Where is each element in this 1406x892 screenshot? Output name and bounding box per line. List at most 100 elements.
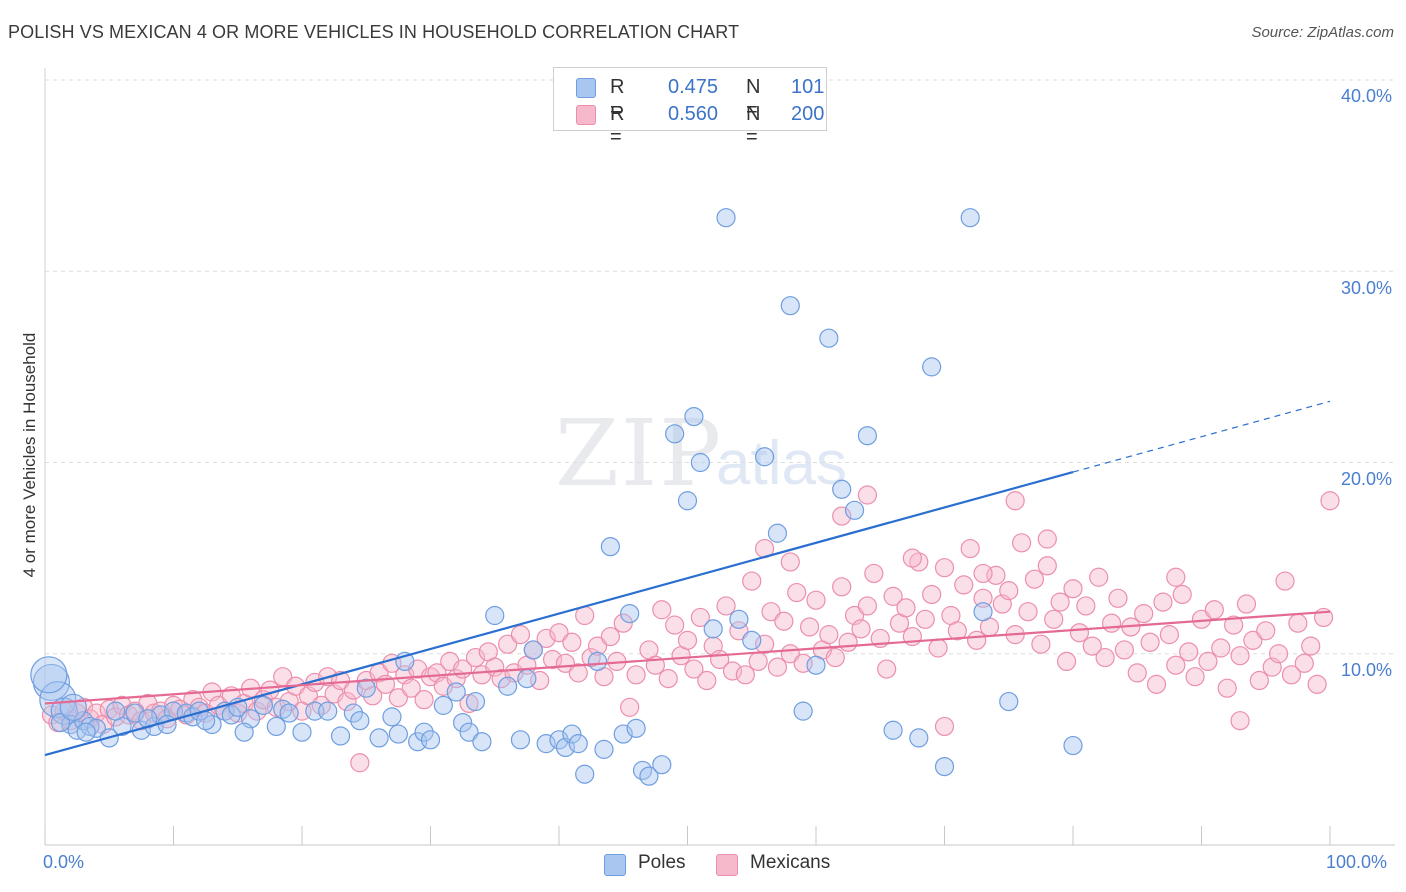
mexicans-point [684, 659, 704, 679]
poles-point [369, 728, 389, 748]
poles-point [30, 656, 68, 694]
mexicans-point [1101, 613, 1122, 633]
mexicans-point [1089, 567, 1109, 587]
mexicans-point [877, 659, 897, 679]
mexicans-point [1044, 609, 1064, 629]
poles-point [157, 714, 177, 735]
mexicans-point [697, 670, 717, 691]
mexicans-point [761, 602, 781, 622]
correlation-legend: R = 0.475 N = 101 R = 0.560 N = 200 [553, 67, 827, 148]
mexicans-point [1095, 647, 1115, 668]
mexicans-point [1005, 491, 1025, 511]
poles-point [472, 732, 492, 752]
poles-point [575, 764, 595, 784]
poles-point [420, 730, 441, 750]
poles-point [465, 691, 486, 712]
mexicans-point [767, 657, 788, 677]
mexicans-point [934, 716, 955, 737]
mexicans-point [838, 632, 858, 652]
poles-point [196, 711, 216, 731]
poles-point [832, 479, 852, 499]
x-tick-label-max: 100.0% [1326, 852, 1388, 872]
poles-point [844, 500, 865, 520]
poles-point [459, 722, 479, 742]
poles-point [716, 208, 736, 228]
mexicans-point [1069, 623, 1090, 643]
poles-point [729, 609, 749, 629]
mexicans-point [851, 619, 871, 639]
poles-point [498, 676, 518, 696]
mexicans-point [1224, 615, 1244, 635]
poles-point [234, 722, 254, 742]
mexicans-point [774, 611, 794, 631]
poles-point [382, 707, 402, 727]
poles-point [652, 755, 672, 775]
poles-point [999, 691, 1019, 712]
chart-source: Source: ZipAtlas.com [1251, 24, 1394, 41]
mexicans-point [562, 632, 582, 652]
mexicans-point [1140, 632, 1160, 652]
mexicans-point [1018, 602, 1038, 622]
poles-point [59, 693, 87, 721]
mexicans-point [729, 621, 749, 641]
mexicans-point [1275, 571, 1295, 591]
poles-point [266, 716, 286, 737]
mexicans-point [1127, 663, 1147, 683]
poles-point [587, 651, 608, 672]
watermark-atlas: atlas [716, 429, 847, 498]
poles-point [318, 701, 338, 721]
poles-point [414, 722, 434, 742]
mexicans-point [999, 581, 1019, 601]
mexicans-point [542, 649, 563, 670]
mexicans-point [1320, 491, 1340, 511]
mexicans-point [967, 630, 987, 650]
mexicans-point [1076, 596, 1096, 616]
poles-point [620, 603, 640, 624]
poles-point [446, 682, 466, 702]
mexicans-swatch [576, 105, 596, 125]
poles-point [50, 712, 71, 733]
y-axis-title: 4 or more Vehicles in Household [20, 332, 39, 578]
mexicans-point [600, 626, 621, 647]
poles-point [600, 537, 621, 557]
mexicans-point [832, 577, 852, 597]
poles-swatch [576, 78, 596, 98]
mexicans-point [665, 615, 685, 635]
poles-point [536, 734, 556, 754]
mexicans-point [414, 690, 434, 710]
x-tick-label-min: 0.0% [43, 852, 85, 872]
mexicans-point [1185, 667, 1205, 687]
mexicans-point [742, 571, 762, 591]
mexicans-point [928, 638, 948, 658]
poles-point [639, 766, 659, 786]
mexicans-point [1230, 646, 1250, 666]
mexicans-point [857, 596, 878, 616]
mexicans-point [1146, 674, 1167, 694]
mexicans-point [549, 623, 569, 643]
poles-point [253, 695, 274, 715]
mexicans-point [896, 598, 916, 618]
mexicans-point [954, 575, 974, 595]
mexicans-point [735, 665, 755, 685]
mexicans-point [690, 607, 710, 628]
mexicans-point [973, 588, 993, 608]
poles-point [742, 630, 762, 650]
poles-point [806, 655, 826, 675]
poles-point [388, 724, 408, 744]
mexicans-point [1134, 603, 1154, 624]
poles-r-value: 0.475 [668, 76, 719, 98]
poles-point [857, 426, 878, 446]
mexicans-point [652, 600, 672, 620]
mexicans-point [1063, 579, 1083, 599]
mexicans-point [1243, 630, 1263, 650]
mexicans-point [613, 613, 633, 633]
mexicans-point [973, 563, 993, 584]
mexicans-point [658, 669, 678, 689]
poles-point [960, 208, 980, 228]
mexicans-n-value: 200 [791, 103, 825, 125]
mexicans-point [401, 678, 421, 698]
mexicans-point [1198, 651, 1218, 672]
mexicans-point [915, 609, 935, 629]
poles-point [292, 722, 312, 742]
mexicans-r-label: R = [610, 103, 625, 148]
